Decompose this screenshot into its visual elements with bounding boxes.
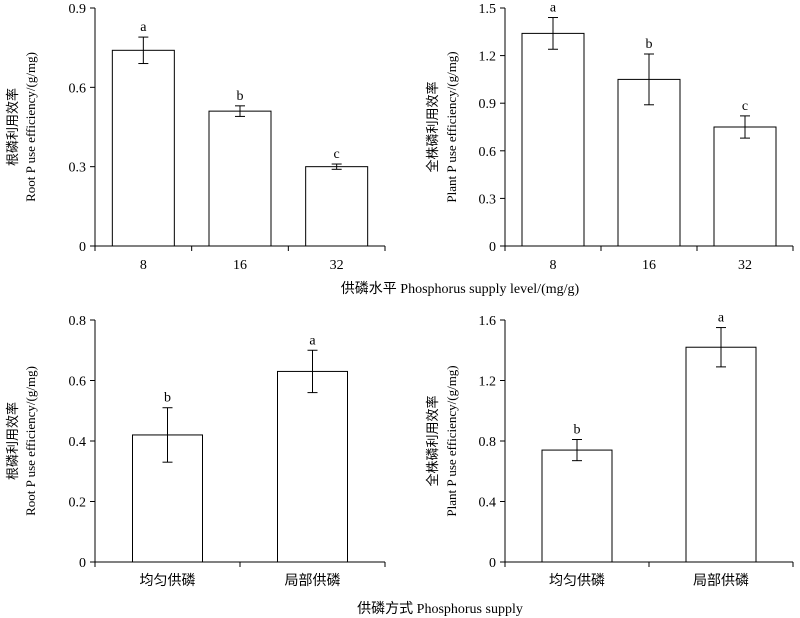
bar [521, 32, 585, 247]
x-tick-label: 8 [140, 258, 147, 273]
significance-letter: a [550, 1, 557, 16]
x-tick-label: 32 [330, 258, 344, 273]
y-tick-label: 1.5 [479, 2, 497, 17]
bar [111, 49, 175, 247]
y-tick-label: 0.6 [69, 375, 87, 390]
x-tick-label: 局部供磷 [693, 573, 749, 589]
y-tick-label: 0.8 [69, 314, 87, 329]
x-tick-label: 均匀供磷 [549, 573, 605, 589]
significance-letter: a [140, 20, 147, 35]
y-axis-label-cn: 全株磷利用效率 [425, 395, 440, 486]
significance-letter: a [309, 333, 316, 348]
y-tick-label: 1.2 [479, 50, 497, 65]
significance-letter: c [742, 99, 748, 114]
y-tick-label: 0.3 [69, 161, 87, 176]
y-axis-label-cn: 全株磷利用效率 [425, 81, 440, 172]
y-axis-label-cn: 根磷利用效率 [5, 402, 20, 480]
significance-letter: b [574, 422, 581, 437]
y-tick-label: 0 [489, 556, 496, 571]
bar [208, 110, 272, 247]
y-axis-label-cn: 根磷利用效率 [5, 88, 20, 166]
y-tick-label: 0.6 [479, 145, 497, 160]
panel-root-p-by-level: 0 0.3 0.6 0.9 a 8 b 16 c 32 根磷利用效率 Root P use effic… [5, 2, 386, 273]
y-tick-label: 0.8 [479, 435, 497, 450]
x-tick-label: 局部供磷 [285, 573, 341, 589]
panel-plant-p-by-level: 0 0.3 0.6 0.9 1.2 1.5 a 8 b 16 c 32 全株磷利用效率 Plant P u… [425, 1, 794, 273]
y-axis-label-en: Plant P use efficiency/(g/mg) [444, 51, 459, 202]
bar [713, 126, 777, 247]
y-tick-label: 0 [79, 240, 86, 255]
y-tick-label: 0.3 [479, 192, 497, 207]
x-axis-label-bottom: 供磷方式 Phosphorus supply [357, 601, 523, 617]
y-tick-label: 0.9 [479, 97, 497, 112]
y-tick-label: 0.4 [69, 435, 87, 450]
bar [685, 346, 757, 563]
y-tick-label: 0 [79, 556, 86, 571]
x-tick-label: 均匀供磷 [140, 573, 196, 589]
y-tick-label: 1.2 [479, 375, 497, 390]
significance-letter: b [646, 37, 653, 52]
x-tick-label: 16 [642, 258, 656, 273]
y-tick-label: 0.2 [69, 496, 87, 511]
significance-letter: a [718, 311, 725, 326]
y-tick-label: 0.9 [69, 2, 87, 17]
x-tick-label: 16 [233, 258, 247, 273]
y-axis-label-en: Root P use efficiency/(g/mg) [23, 366, 38, 516]
x-tick-label: 8 [550, 258, 557, 273]
panel-root-p-by-mode: 0 0.2 0.4 0.6 0.8 b 均匀供磷 a 局部供磷 根磷利用效率 Root P use … [5, 314, 386, 589]
y-axis-label-en: Plant P use efficiency/(g/mg) [444, 365, 459, 516]
x-tick-label: 32 [738, 258, 752, 273]
bar [277, 370, 348, 563]
bar [541, 449, 613, 563]
y-tick-label: 0.4 [479, 496, 497, 511]
y-tick-label: 0.6 [69, 81, 87, 96]
significance-letter: c [334, 147, 340, 162]
y-tick-label: 1.6 [479, 314, 497, 329]
panel-plant-p-by-mode: 0 0.4 0.8 1.2 1.6 b 均匀供磷 a 局部供磷 全株磷利用效率 Plant P us… [425, 311, 794, 589]
bar [305, 166, 369, 247]
x-axis-label-top: 供磷水平 Phosphorus supply level/(mg/g) [341, 281, 580, 297]
y-axis-label-en: Root P use efficiency/(g/mg) [23, 52, 38, 202]
significance-letter: b [237, 89, 244, 104]
significance-letter: b [164, 391, 171, 406]
y-tick-label: 0 [489, 240, 496, 255]
